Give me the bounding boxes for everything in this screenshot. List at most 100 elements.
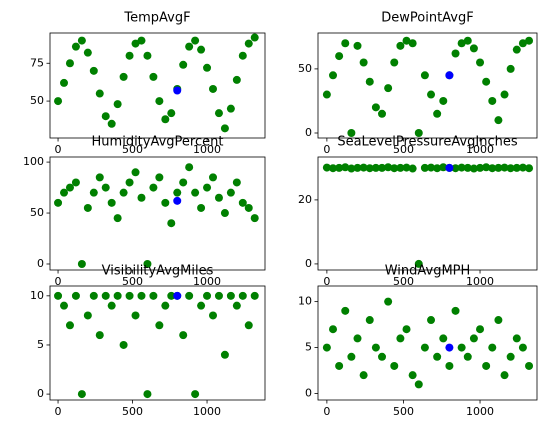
point bbox=[77, 259, 86, 268]
point bbox=[54, 97, 63, 106]
point bbox=[209, 311, 218, 320]
y-tick-label: 0 bbox=[305, 257, 312, 270]
point bbox=[433, 109, 442, 118]
point bbox=[408, 371, 417, 380]
point bbox=[463, 352, 472, 361]
point bbox=[60, 188, 69, 197]
point bbox=[226, 291, 235, 300]
highlight-point bbox=[445, 71, 454, 80]
point bbox=[482, 77, 491, 86]
point bbox=[353, 41, 362, 50]
point bbox=[197, 45, 206, 54]
point bbox=[54, 291, 63, 300]
point bbox=[506, 164, 515, 173]
x-tick-label: 0 bbox=[323, 143, 330, 156]
point bbox=[232, 178, 241, 187]
highlight-point bbox=[173, 196, 182, 205]
point bbox=[359, 371, 368, 380]
point bbox=[390, 361, 399, 370]
point bbox=[482, 163, 491, 172]
point bbox=[185, 291, 194, 300]
point bbox=[232, 301, 241, 310]
point bbox=[65, 321, 74, 330]
point bbox=[518, 163, 527, 172]
point bbox=[107, 119, 116, 128]
point bbox=[451, 306, 460, 315]
point bbox=[469, 164, 478, 173]
point bbox=[518, 343, 527, 352]
point bbox=[60, 301, 69, 310]
point bbox=[402, 36, 411, 45]
x-tick-label: 0 bbox=[323, 405, 330, 418]
point bbox=[390, 58, 399, 67]
point bbox=[371, 103, 380, 112]
x-tick-label: 500 bbox=[122, 275, 143, 288]
subplot-title: DewPointAvgF bbox=[381, 11, 473, 26]
point bbox=[420, 343, 429, 352]
point bbox=[250, 291, 259, 300]
point bbox=[488, 343, 497, 352]
point bbox=[71, 42, 80, 51]
y-tick-label: 5 bbox=[305, 341, 312, 354]
point bbox=[341, 39, 350, 48]
point bbox=[214, 109, 223, 118]
point bbox=[390, 164, 399, 173]
point bbox=[119, 72, 128, 81]
point bbox=[250, 214, 259, 223]
point bbox=[197, 203, 206, 212]
point bbox=[143, 259, 152, 268]
point bbox=[439, 334, 448, 343]
y-tick-label: 50 bbox=[30, 94, 44, 107]
x-tick-label: 500 bbox=[122, 405, 143, 418]
point bbox=[101, 291, 110, 300]
point bbox=[113, 291, 122, 300]
x-tick-label: 500 bbox=[393, 143, 414, 156]
point bbox=[525, 164, 534, 173]
y-tick-label: 5 bbox=[37, 338, 44, 351]
point bbox=[95, 331, 104, 340]
point bbox=[341, 163, 350, 172]
point bbox=[500, 371, 509, 380]
highlight-point bbox=[445, 163, 454, 172]
point bbox=[244, 203, 253, 212]
point bbox=[155, 97, 164, 106]
point bbox=[185, 42, 194, 51]
point bbox=[113, 214, 122, 223]
point bbox=[161, 301, 170, 310]
point bbox=[371, 163, 380, 172]
point bbox=[89, 188, 98, 197]
point bbox=[451, 164, 460, 173]
point bbox=[137, 291, 146, 300]
point bbox=[439, 96, 448, 105]
point bbox=[347, 129, 356, 137]
point bbox=[329, 71, 338, 80]
point bbox=[161, 115, 170, 124]
point bbox=[143, 390, 152, 399]
x-tick-label: 0 bbox=[55, 405, 62, 418]
point bbox=[107, 301, 116, 310]
point bbox=[161, 198, 170, 207]
point bbox=[506, 352, 515, 361]
point bbox=[329, 164, 338, 173]
x-tick-label: 0 bbox=[55, 275, 62, 288]
point bbox=[101, 183, 110, 192]
point bbox=[95, 89, 104, 98]
point bbox=[353, 163, 362, 172]
point bbox=[83, 311, 92, 320]
y-tick-label: 0 bbox=[37, 387, 44, 400]
point bbox=[77, 390, 86, 399]
y-tick-label: 75 bbox=[30, 56, 44, 69]
point bbox=[469, 44, 478, 53]
point bbox=[238, 51, 247, 60]
point bbox=[71, 178, 80, 187]
point bbox=[365, 77, 374, 86]
point bbox=[420, 71, 429, 80]
point bbox=[347, 352, 356, 361]
point bbox=[89, 66, 98, 75]
point bbox=[500, 90, 509, 99]
point bbox=[512, 163, 521, 172]
point bbox=[488, 164, 497, 173]
point bbox=[433, 164, 442, 173]
point bbox=[439, 163, 448, 172]
point bbox=[119, 340, 128, 349]
